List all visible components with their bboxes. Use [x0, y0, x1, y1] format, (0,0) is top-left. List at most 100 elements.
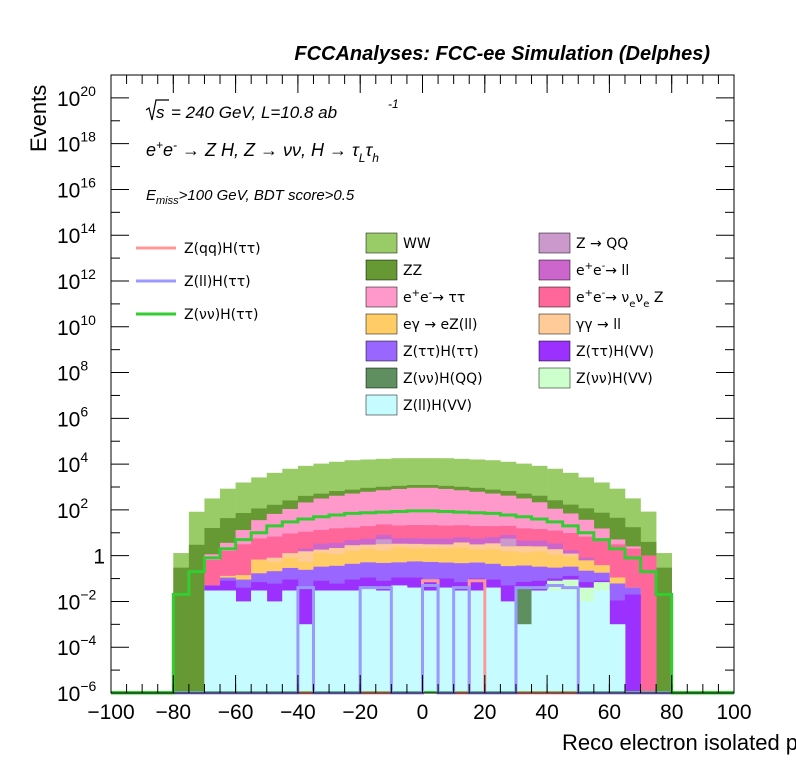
stacked-histogram-bars — [111, 458, 734, 693]
bar — [266, 601, 283, 693]
legend-label: WW — [403, 236, 431, 252]
x-axis-ticks: −100 −80 −60 −40 −20 0 20 40 60 80 100 — [87, 75, 752, 724]
y-tick-label: 1020 — [57, 83, 96, 111]
bar — [360, 587, 377, 693]
bar — [282, 590, 299, 693]
legend-label: Z(νν)H(ττ) — [184, 307, 258, 323]
bar — [422, 590, 439, 693]
bar — [515, 624, 532, 693]
x-tick-label: 20 — [473, 701, 496, 724]
bar — [173, 567, 190, 693]
bar — [656, 567, 672, 693]
y-tick-label: 10−6 — [57, 678, 97, 706]
legend-label: γγ → ll — [576, 317, 621, 333]
bar — [391, 585, 408, 693]
legend-label: Z(ττ)H(VV) — [576, 344, 654, 360]
legend-swatch — [538, 367, 571, 389]
x-tick-label: 60 — [598, 701, 621, 724]
y-tick-label: 1018 — [57, 129, 96, 157]
y-tick-label: 102 — [57, 495, 88, 523]
legend-swatch — [538, 286, 571, 308]
legend-swatch — [365, 259, 398, 281]
x-tick-label: 0 — [417, 701, 429, 724]
legend-label: Z(ll)H(VV) — [403, 398, 472, 414]
bar — [640, 555, 657, 693]
bar — [438, 587, 454, 693]
y-tick-label: 1014 — [57, 220, 96, 248]
legend-label: Z(νν)H(QQ) — [403, 371, 483, 387]
y-tick-label: 1012 — [57, 266, 96, 294]
y-tick-label: 106 — [57, 403, 88, 431]
x-tick-label: 40 — [535, 701, 558, 724]
series-z-ll-h-vv- — [204, 585, 626, 693]
bar — [313, 590, 330, 693]
legend-swatch — [538, 313, 571, 335]
y-tick-label: 1 — [93, 546, 105, 569]
bar — [204, 590, 221, 693]
x-tick-label: −60 — [218, 701, 254, 724]
sqrt-symbol — [145, 99, 169, 121]
legend-label: ZZ — [403, 263, 422, 279]
legend-label: eγ → eZ(ll) — [403, 317, 477, 333]
energy-exponent: -1 — [388, 97, 399, 111]
bar — [484, 587, 501, 693]
signal-z-h- — [111, 509, 734, 695]
bar — [500, 601, 517, 693]
legend-swatch — [538, 340, 571, 362]
y-tick-label: 10−4 — [57, 632, 97, 660]
svg-text:s: s — [156, 103, 165, 122]
legend-label: e+e-→ ττ — [403, 288, 465, 306]
legend-label: Z(qq)H(ττ) — [184, 241, 261, 257]
legend-label: e+e-→ νeνe Z — [576, 288, 663, 310]
bar — [547, 590, 563, 693]
bar — [375, 590, 392, 693]
legend-label: Z(νν)H(VV) — [576, 371, 653, 387]
plot-header: FCCAnalyses: FCC-ee Simulation (Delphes) — [294, 43, 710, 65]
bar — [593, 590, 610, 693]
legend-swatch — [538, 259, 571, 281]
x-tick-label: −100 — [87, 701, 134, 724]
x-tick-label: −80 — [155, 701, 191, 724]
x-tick-label: 80 — [660, 701, 683, 724]
bar — [406, 587, 423, 693]
legend-label: Z → QQ — [576, 236, 628, 252]
x-tick-label: −20 — [342, 701, 378, 724]
legend-swatch — [538, 232, 571, 254]
legend-swatch — [365, 232, 398, 254]
bar — [624, 594, 641, 693]
bar — [609, 624, 626, 693]
legend-label: Z(ττ)H(ττ) — [403, 344, 479, 360]
y-tick-label: 10−2 — [57, 586, 97, 614]
bar — [220, 590, 236, 693]
bar — [235, 601, 252, 693]
y-tick-label: 104 — [57, 449, 88, 477]
energy-text: = 240 GeV, L=10.8 ab — [171, 103, 337, 122]
legend-label: e+e-→ ll — [576, 261, 629, 279]
bar — [453, 590, 470, 693]
bar — [469, 590, 486, 693]
y-tick-label: 1016 — [57, 174, 96, 202]
x-tick-label: 100 — [716, 701, 751, 724]
legend-swatch — [365, 313, 398, 335]
legend-swatch — [365, 340, 398, 362]
legend-swatch — [365, 394, 398, 416]
y-tick-label: 108 — [57, 358, 88, 386]
annotation-energy: s = 240 GeV, L=10.8 ab -1 — [145, 97, 399, 122]
legend-swatch — [365, 367, 398, 389]
bar — [578, 601, 595, 693]
legend-swatch — [365, 286, 398, 308]
bar — [344, 590, 361, 693]
bar — [297, 624, 314, 693]
legend-label: Z(ll)H(ττ) — [184, 274, 251, 290]
y-tick-label: 1010 — [57, 312, 96, 340]
x-axis-label: Reco electron isolated pz [GeV] — [562, 730, 796, 760]
bar — [251, 590, 268, 693]
legend: Z(qq)H(ττ) Z(ll)H(ττ) Z(νν)H(ττ) WW ZZ e+e-→ … — [136, 232, 663, 416]
bar — [188, 544, 205, 693]
bar — [329, 590, 345, 693]
bar — [562, 590, 579, 693]
bar — [531, 590, 548, 693]
annotation-process: e+e- → Z H, Z → νν, H → τLτh — [146, 138, 379, 165]
